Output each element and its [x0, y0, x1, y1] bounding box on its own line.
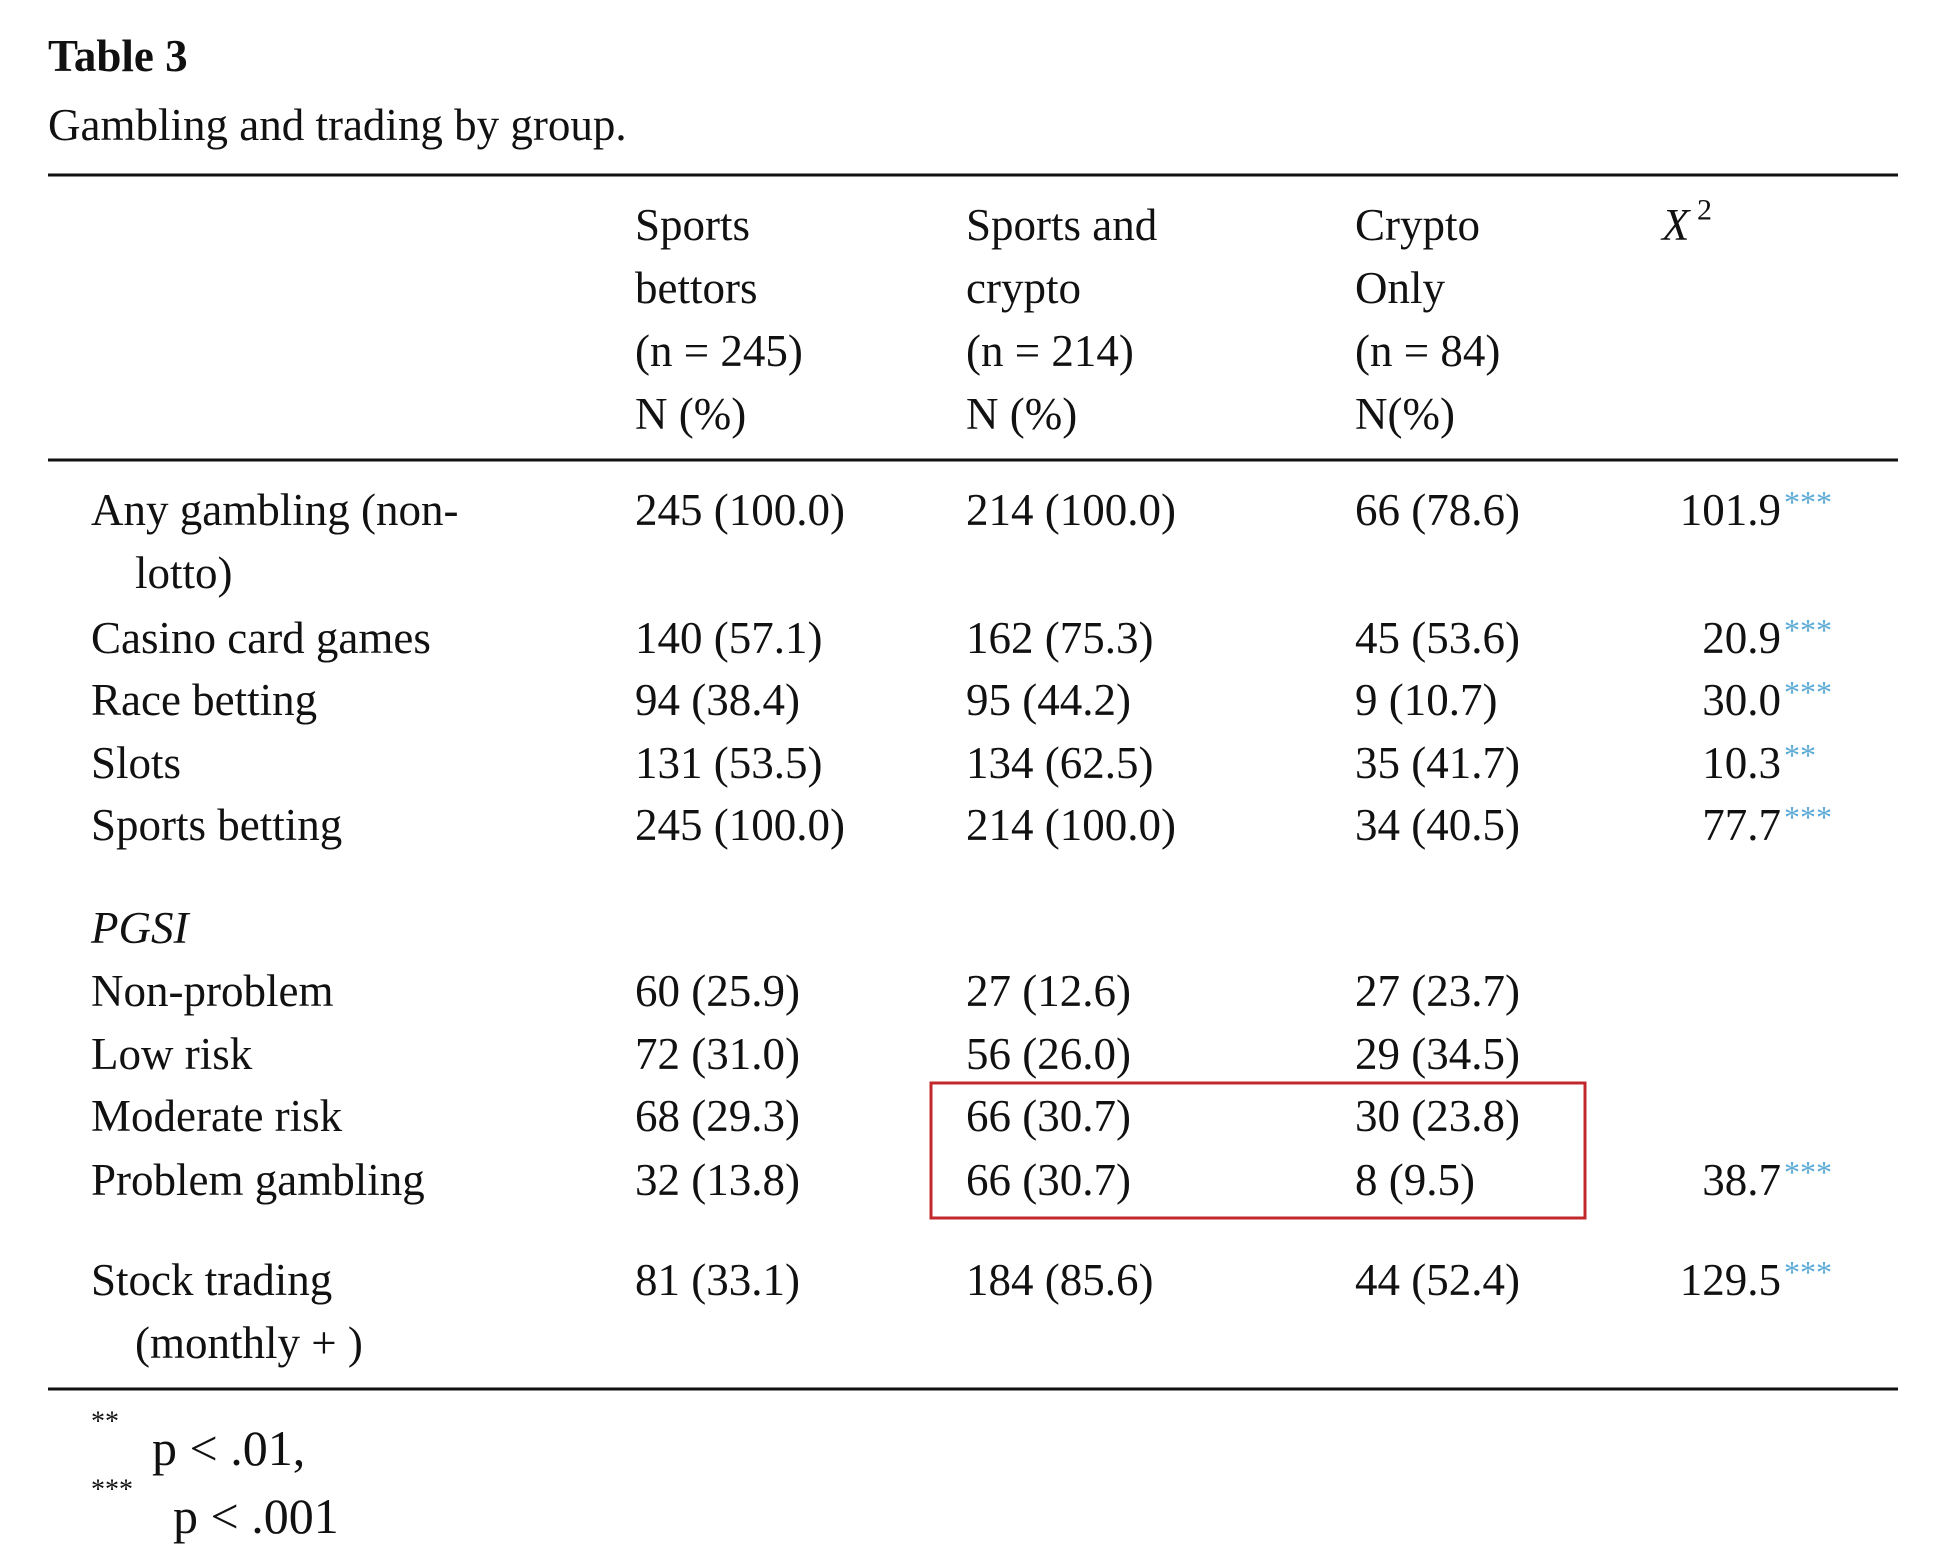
- cell: 162 (75.3): [966, 613, 1153, 663]
- cell: 66 (78.6): [1355, 485, 1520, 535]
- cell: 29 (34.5): [1355, 1029, 1520, 1079]
- cell: 68 (29.3): [635, 1091, 800, 1141]
- cell: 27 (12.6): [966, 966, 1131, 1016]
- chi-value: 20.9: [1702, 613, 1781, 663]
- row-label: Sports betting: [91, 800, 342, 850]
- cell: 72 (31.0): [635, 1029, 800, 1079]
- cell: 214 (100.0): [966, 800, 1176, 850]
- cell: 66 (30.7): [966, 1155, 1131, 1205]
- chi-header: X: [1660, 200, 1691, 250]
- chi-superscript: 2: [1697, 194, 1712, 227]
- table-caption: Gambling and trading by group.: [48, 100, 627, 150]
- significance-stars: ***: [1784, 612, 1832, 648]
- cell: 27 (23.7): [1355, 966, 1520, 1016]
- cell: 245 (100.0): [635, 485, 845, 535]
- column-header: bettors: [635, 263, 757, 313]
- significance-stars: ***: [1784, 1254, 1832, 1290]
- cell: 35 (41.7): [1355, 738, 1520, 788]
- cell: 214 (100.0): [966, 485, 1176, 535]
- significance-stars: ***: [1784, 799, 1832, 835]
- row-label: lotto): [135, 548, 233, 598]
- chi-value: 30.0: [1702, 675, 1781, 725]
- cell: 44 (52.4): [1355, 1255, 1520, 1305]
- cell: 81 (33.1): [635, 1255, 800, 1305]
- row-label: (monthly + ): [135, 1318, 363, 1368]
- highlight-box: [929, 1081, 1587, 1220]
- cell: 184 (85.6): [966, 1255, 1153, 1305]
- column-header: Sports: [635, 200, 750, 250]
- cell: 95 (44.2): [966, 675, 1131, 725]
- cell: 32 (13.8): [635, 1155, 800, 1205]
- footnote-text: p < .001: [173, 1488, 339, 1544]
- row-label: Non-problem: [91, 966, 333, 1016]
- chi-value: 38.7: [1702, 1155, 1781, 1205]
- significance-stars: **: [1784, 737, 1816, 773]
- column-header: (n = 214): [966, 326, 1134, 376]
- cell: 34 (40.5): [1355, 800, 1520, 850]
- row-label: Moderate risk: [91, 1091, 343, 1141]
- table-title: Table 3: [48, 31, 188, 81]
- row-label: Stock trading: [91, 1255, 332, 1305]
- cell: 131 (53.5): [635, 738, 822, 788]
- column-header: Only: [1355, 263, 1446, 313]
- footnote-text: p < .01,: [152, 1420, 305, 1476]
- row-label: Race betting: [91, 675, 317, 725]
- column-header: N (%): [635, 389, 746, 439]
- column-header: crypto: [966, 263, 1081, 313]
- cell: 30 (23.8): [1355, 1091, 1520, 1141]
- row-label: Any gambling (non-: [91, 485, 458, 535]
- cell: 45 (53.6): [1355, 613, 1520, 663]
- section-label: PGSI: [90, 903, 190, 953]
- column-header: (n = 245): [635, 326, 803, 376]
- significance-stars: ***: [1784, 674, 1832, 710]
- cell: 66 (30.7): [966, 1091, 1131, 1141]
- column-header: N(%): [1355, 389, 1455, 439]
- significance-stars: ***: [1784, 484, 1832, 520]
- chi-value: 129.5: [1680, 1255, 1781, 1305]
- row-label: Slots: [91, 738, 181, 788]
- row-label: Low risk: [91, 1029, 253, 1079]
- significance-stars: ***: [1784, 1154, 1832, 1190]
- column-header: (n = 84): [1355, 326, 1500, 376]
- cell: 9 (10.7): [1355, 675, 1497, 725]
- row-label: Casino card games: [91, 613, 431, 663]
- cell: 56 (26.0): [966, 1029, 1131, 1079]
- cell: 94 (38.4): [635, 675, 800, 725]
- column-header: Sports and: [966, 200, 1157, 250]
- chi-value: 101.9: [1680, 485, 1781, 535]
- footnote-mark: ***: [91, 1475, 133, 1506]
- cell: 134 (62.5): [966, 738, 1153, 788]
- chi-value: 77.7: [1702, 800, 1781, 850]
- cell: 140 (57.1): [635, 613, 822, 663]
- chi-value: 10.3: [1702, 738, 1781, 788]
- row-label: Problem gambling: [91, 1155, 425, 1205]
- cell: 245 (100.0): [635, 800, 845, 850]
- footnote-mark: **: [91, 1407, 119, 1438]
- column-header: Crypto: [1355, 200, 1480, 250]
- cell: 60 (25.9): [635, 966, 800, 1016]
- column-header: N (%): [966, 389, 1077, 439]
- cell: 8 (9.5): [1355, 1155, 1475, 1205]
